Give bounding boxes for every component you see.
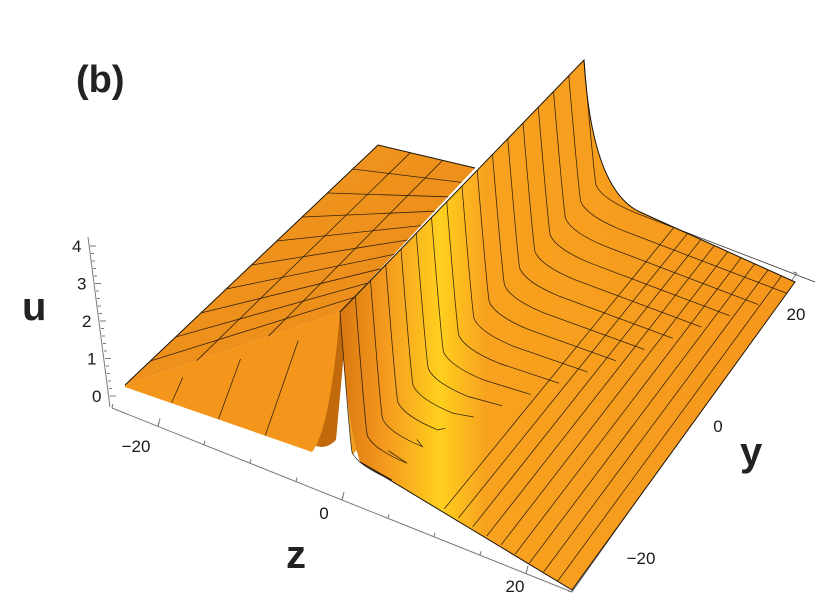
- y-minor-tick: [792, 271, 798, 274]
- mesh-line: [196, 152, 411, 361]
- u-tick-label: 2: [82, 312, 91, 331]
- mesh-line: [302, 210, 435, 218]
- mesh-line: [529, 263, 755, 564]
- u-tick-label: 0: [92, 387, 101, 406]
- mesh-line: [370, 280, 424, 448]
- mesh-line: [583, 59, 816, 283]
- z-minor-tick: [525, 569, 528, 574]
- y-axis-title: y: [740, 430, 763, 474]
- mesh-line: [458, 233, 688, 519]
- z-minor-tick: [479, 551, 482, 556]
- z-tick-label: 0: [319, 504, 328, 523]
- z-minor-tick: [433, 532, 436, 537]
- mesh-line: [264, 340, 299, 436]
- surface: [124, 58, 816, 591]
- mesh-line: [276, 225, 422, 242]
- front-plane: [340, 60, 795, 590]
- z-minor-tick: [387, 514, 390, 519]
- mesh-line: [553, 91, 759, 305]
- mesh-line: [472, 239, 701, 528]
- y-tick-label: −20: [627, 549, 656, 568]
- y-minor-tick: [567, 590, 573, 593]
- mesh-line: [461, 185, 588, 373]
- z-tick-label: 20: [506, 577, 525, 596]
- z-minor-tick: [111, 403, 114, 409]
- mesh-line: [476, 170, 617, 362]
- u-tick-label: 3: [77, 275, 86, 294]
- z-minor-tick: [249, 459, 252, 464]
- z-tick-label: −20: [122, 437, 151, 456]
- u-axis: 0 1 2 3 4: [72, 236, 116, 408]
- y-tick-label: 0: [713, 417, 722, 436]
- front-left-plane: [125, 312, 340, 452]
- z-minor-tick: [295, 477, 298, 482]
- u-tick-label: 4: [72, 237, 81, 256]
- mesh-line: [514, 257, 742, 555]
- mesh-line: [352, 168, 462, 183]
- panel-label: (b): [76, 59, 125, 101]
- mesh-line: [568, 75, 787, 294]
- mesh-line: [415, 233, 503, 407]
- mesh-line: [150, 297, 354, 362]
- mesh-line: [492, 154, 645, 350]
- u-axis-title: u: [22, 285, 46, 329]
- z-axis: −20 0 20: [111, 403, 574, 596]
- mesh-line: [171, 377, 184, 403]
- mesh-line: [251, 239, 408, 266]
- y-tick-label: 20: [787, 305, 806, 324]
- u-tick-label: 1: [87, 350, 96, 369]
- mesh-line: [268, 160, 443, 337]
- mesh-line: [175, 282, 368, 338]
- mesh-line: [200, 268, 381, 314]
- mesh-line: [557, 275, 782, 582]
- mesh-line: [354, 296, 408, 464]
- mesh-line: [486, 245, 715, 537]
- z-minor-tick: [203, 440, 206, 445]
- z-axis-title: z: [286, 533, 306, 577]
- mesh-line: [507, 138, 673, 339]
- mesh-line: [218, 358, 241, 420]
- z-minor-tick: [341, 495, 344, 501]
- z-minor-tick: [157, 422, 160, 427]
- mesh-line: [327, 192, 449, 198]
- mesh-line: [522, 122, 702, 328]
- mesh-line: [543, 269, 769, 573]
- mesh-line: [400, 248, 474, 418]
- mesh-line: [385, 264, 446, 431]
- mesh-line: [446, 201, 560, 384]
- mesh-line: [431, 217, 531, 395]
- mesh-line: [226, 254, 395, 290]
- back-plateau: [125, 145, 475, 385]
- mesh-line: [339, 311, 393, 481]
- mesh-line: [443, 227, 674, 510]
- mesh-line: [500, 251, 728, 546]
- mesh-line: [537, 107, 730, 317]
